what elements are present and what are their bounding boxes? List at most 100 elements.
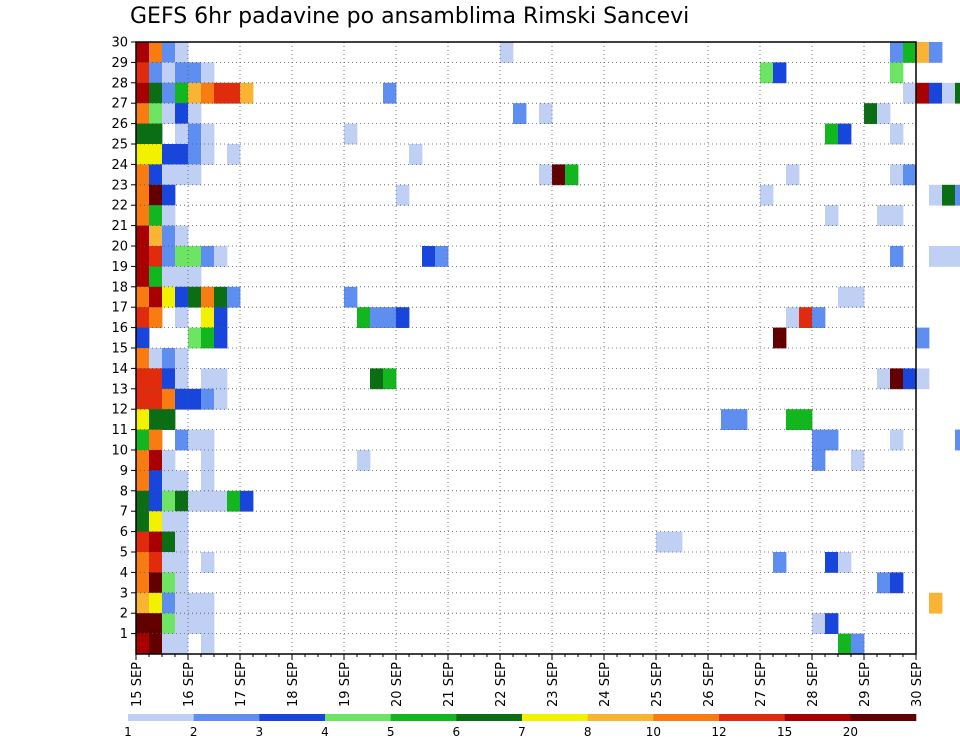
heatmap-cell (175, 286, 189, 308)
heatmap-cell (955, 246, 960, 267)
heatmap-cell (149, 123, 163, 145)
heatmap-cell (877, 103, 891, 124)
heatmap-cell (136, 103, 150, 124)
colorbar-label: 7 (518, 725, 526, 739)
heatmap-cell (188, 592, 202, 614)
heatmap-cell (136, 368, 150, 390)
x-tick-label: 18 SEP (286, 662, 301, 707)
heatmap-cell (136, 490, 150, 512)
heatmap-cell (201, 470, 215, 492)
heatmap-cell (201, 123, 215, 145)
heatmap-cell (136, 429, 150, 451)
y-tick-label: 29 (111, 56, 128, 71)
heatmap-cell (162, 286, 176, 308)
heatmap-cell (201, 82, 215, 104)
heatmap-cell (240, 82, 254, 104)
x-tick-label: 21 SEP (442, 662, 457, 707)
heatmap-cell (162, 82, 176, 104)
heatmap-cell (175, 348, 189, 369)
heatmap-cell (162, 42, 176, 63)
chart-title: GEFS 6hr padavine po ansamblima Rimski S… (130, 4, 690, 29)
colorbar-label: 8 (584, 725, 592, 739)
heatmap-cell (812, 613, 826, 634)
heatmap-cell (890, 368, 904, 390)
heatmap-cell (175, 633, 189, 655)
heatmap-cell (370, 368, 384, 390)
heatmap-cell (721, 409, 735, 430)
heatmap-cell (136, 409, 150, 430)
heatmap-cell (136, 531, 150, 553)
x-tick-label: 16 SEP (182, 662, 197, 707)
heatmap-cell (799, 409, 813, 430)
heatmap-cell (916, 327, 930, 349)
x-tick-label: 19 SEP (338, 662, 353, 707)
heatmap-cell (162, 470, 176, 492)
heatmap-cell (435, 246, 449, 267)
heatmap-cell (162, 62, 176, 84)
heatmap-cell (149, 388, 163, 410)
heatmap-cell (136, 307, 150, 328)
heatmap-cell (175, 307, 189, 328)
colorbar-label: 15 (777, 725, 792, 739)
heatmap-cell (201, 450, 215, 471)
heatmap-cell (149, 164, 163, 186)
heatmap-cell (162, 144, 176, 165)
heatmap-cell (669, 531, 683, 553)
heatmap-cell (201, 286, 215, 308)
heatmap-cell (149, 286, 163, 308)
y-tick-label: 14 (111, 362, 128, 377)
heatmap-cell (149, 103, 163, 124)
heatmap-cell (396, 184, 410, 206)
y-tick-label: 17 (111, 301, 128, 316)
heatmap-cell (162, 572, 176, 594)
heatmap-cell (175, 368, 189, 390)
heatmap-cell (162, 490, 176, 512)
heatmap-cell (162, 348, 176, 369)
heatmap-cell (162, 409, 176, 430)
heatmap-cell (851, 450, 865, 471)
heatmap-cell (188, 286, 202, 308)
colorbar-label: 4 (321, 725, 329, 739)
colorbar-swatch (719, 714, 785, 721)
heatmap-cell (162, 205, 176, 226)
heatmap-cell (136, 327, 150, 349)
heatmap-cell (188, 103, 202, 124)
heatmap-cell (214, 286, 228, 308)
y-tick-label: 21 (111, 219, 128, 234)
colorbar-swatch (850, 714, 917, 721)
heatmap-cell (162, 531, 176, 553)
heatmap-cell (812, 307, 826, 328)
heatmap-cell (929, 42, 943, 63)
heatmap-cell (383, 368, 397, 390)
colorbar-swatch (325, 714, 391, 721)
heatmap-cell (201, 307, 215, 328)
y-tick-label: 28 (111, 76, 128, 91)
heatmap-cell (149, 184, 163, 206)
heatmap-cell (162, 552, 176, 573)
x-tick-label: 15 SEP (130, 662, 145, 707)
heatmap-cell (136, 450, 150, 471)
heatmap-cell (201, 246, 215, 267)
y-tick-label: 10 (111, 444, 128, 459)
heatmap-cell (162, 164, 176, 186)
heatmap-cell (149, 42, 163, 63)
heatmap-cell (773, 62, 787, 84)
heatmap-cell (916, 42, 930, 63)
heatmap-cell (955, 82, 960, 104)
y-tick-label: 6 (120, 525, 128, 540)
heatmap-cell (877, 368, 891, 390)
heatmap-cell (162, 266, 176, 288)
heatmap-cell (201, 388, 215, 410)
heatmap-cell (877, 572, 891, 594)
heatmap-cell (812, 429, 826, 451)
y-tick-label: 30 (111, 36, 128, 51)
heatmap-cell (149, 450, 163, 471)
heatmap-cell (916, 368, 930, 390)
colorbar-label: 20 (843, 725, 858, 739)
heatmap-cell (188, 62, 202, 84)
heatmap-cell (136, 633, 150, 655)
heatmap-cell (214, 327, 228, 349)
heatmap-cell (162, 184, 176, 206)
heatmap-cell (175, 42, 189, 63)
heatmap-cell (162, 368, 176, 390)
